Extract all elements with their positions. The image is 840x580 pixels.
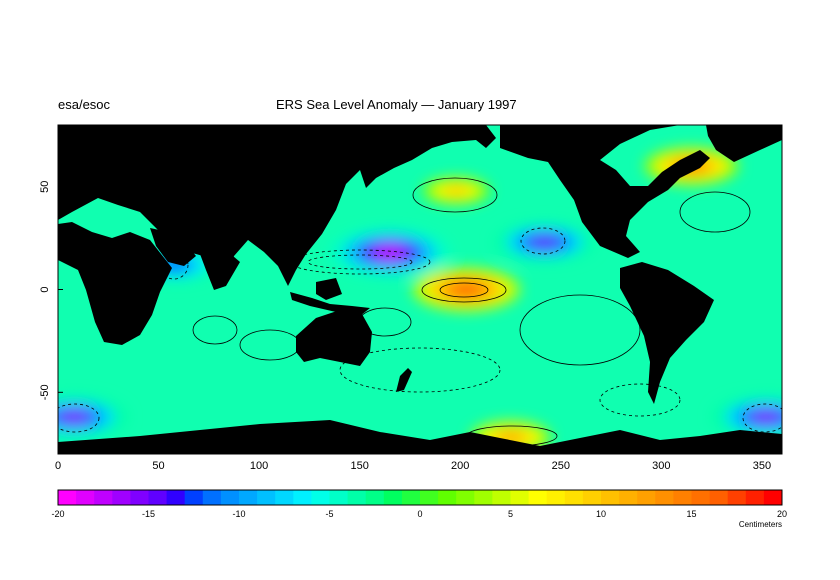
colorbar-label: 15 xyxy=(686,509,696,519)
colorbar-label: 10 xyxy=(596,509,606,519)
colorbar-swatch xyxy=(311,490,330,505)
anomaly-blob xyxy=(450,283,482,296)
colorbar-swatch xyxy=(691,490,711,505)
contour-line xyxy=(679,191,751,233)
x-tick-label: 300 xyxy=(652,460,670,472)
colorbar-swatch xyxy=(673,490,692,505)
contour-line xyxy=(519,294,641,366)
source-label: esa/esoc xyxy=(58,97,111,112)
colorbar-swatch xyxy=(655,490,674,505)
x-axis: 0 50 100 150 200 250 300 350 xyxy=(55,449,771,472)
colorbar-swatch xyxy=(275,490,294,505)
contour-line xyxy=(742,403,782,433)
colorbar-swatch xyxy=(564,490,584,505)
y-tick-label: 0 xyxy=(39,286,51,292)
colorbar-swatch xyxy=(546,490,566,505)
colorbar-swatch xyxy=(184,490,204,505)
colorbar-swatch xyxy=(420,490,439,505)
colorbar-swatch xyxy=(401,490,421,505)
land-africa xyxy=(58,222,172,345)
x-tick-label: 150 xyxy=(350,460,368,472)
colorbar-swatch xyxy=(456,490,475,505)
land-antarctica xyxy=(58,420,782,454)
contour-line xyxy=(599,383,681,417)
colorbar-swatch xyxy=(239,490,258,505)
contour-line xyxy=(412,177,498,213)
colorbar-swatch xyxy=(257,490,276,505)
land-borneo xyxy=(316,278,342,300)
contour-line xyxy=(520,227,566,255)
colorbar-swatch xyxy=(763,490,783,505)
colorbar-frame xyxy=(57,489,783,506)
colorbar-swatch xyxy=(383,490,403,505)
colorbar-swatch xyxy=(510,490,530,505)
x-tick-label: 200 xyxy=(451,460,469,472)
colorbar-swatch xyxy=(148,490,168,505)
contour-line xyxy=(339,347,501,393)
land-indonesia xyxy=(290,292,370,316)
colorbar-swatch xyxy=(582,490,602,505)
colorbar-swatch xyxy=(474,490,493,505)
land-greenland xyxy=(706,125,782,162)
anomaly-blob xyxy=(58,410,90,424)
colorbar-label: -15 xyxy=(142,509,155,519)
colorbar-swatch xyxy=(202,490,222,505)
y-tick-label: -50 xyxy=(39,384,51,400)
contour-line xyxy=(421,277,507,303)
colorbar-label: 20 xyxy=(777,509,787,519)
anomaly-blob xyxy=(446,186,466,195)
contour-line xyxy=(58,403,100,433)
colorbar-swatch xyxy=(76,490,95,505)
colorbar-label: 0 xyxy=(417,509,422,519)
colorbar-label: -10 xyxy=(232,509,245,519)
contour-line xyxy=(192,315,238,345)
land-new-zealand xyxy=(396,368,412,392)
colorbar-swatch xyxy=(293,490,312,505)
land-south-america xyxy=(620,262,714,404)
colorbar-swatch xyxy=(112,490,131,505)
land-north-america xyxy=(500,125,710,258)
page-title: ERS Sea Level Anomaly — January 1997 xyxy=(276,97,517,112)
colorbar-swatch xyxy=(329,490,349,505)
colorbar-swatch xyxy=(220,490,240,505)
land-eurasia xyxy=(58,125,496,286)
land-arabia xyxy=(150,228,196,266)
landmasses xyxy=(58,125,782,454)
colorbar-label: -20 xyxy=(51,509,64,519)
land-australia xyxy=(296,310,372,366)
colorbar-swatch xyxy=(619,490,638,505)
colorbar-swatch xyxy=(637,490,656,505)
contour-line xyxy=(439,282,489,298)
colorbar-swatch xyxy=(492,490,511,505)
colorbar-swatch xyxy=(94,490,113,505)
colorbar-unit: Centimeters xyxy=(739,520,782,529)
colorbar-label: 5 xyxy=(508,509,513,519)
land-india xyxy=(200,250,240,290)
contour-line xyxy=(307,254,413,270)
colorbar-swatch xyxy=(166,490,186,505)
colorbar-swatch xyxy=(365,490,385,505)
colorbar-swatch xyxy=(727,490,747,505)
colorbar-swatch xyxy=(709,490,729,505)
colorbar-swatch xyxy=(438,490,457,505)
y-axis: 50 0 -50 xyxy=(39,181,63,400)
colorbar-label: -5 xyxy=(325,509,333,519)
colorbar-swatch xyxy=(528,490,548,505)
anomaly-blob xyxy=(530,236,560,249)
x-tick-label: 0 xyxy=(55,460,61,472)
x-tick-label: 100 xyxy=(250,460,268,472)
colorbar-swatch xyxy=(347,490,367,505)
colorbar-swatch xyxy=(130,490,149,505)
x-tick-label: 50 xyxy=(152,460,164,472)
anomaly-blob xyxy=(750,410,782,424)
y-tick-label: 50 xyxy=(39,181,51,193)
colorbar-swatch xyxy=(58,490,77,505)
x-tick-label: 250 xyxy=(552,460,570,472)
x-tick-label: 350 xyxy=(753,460,771,472)
colorbar-swatch xyxy=(601,490,620,505)
colorbar-swatch xyxy=(745,490,765,505)
